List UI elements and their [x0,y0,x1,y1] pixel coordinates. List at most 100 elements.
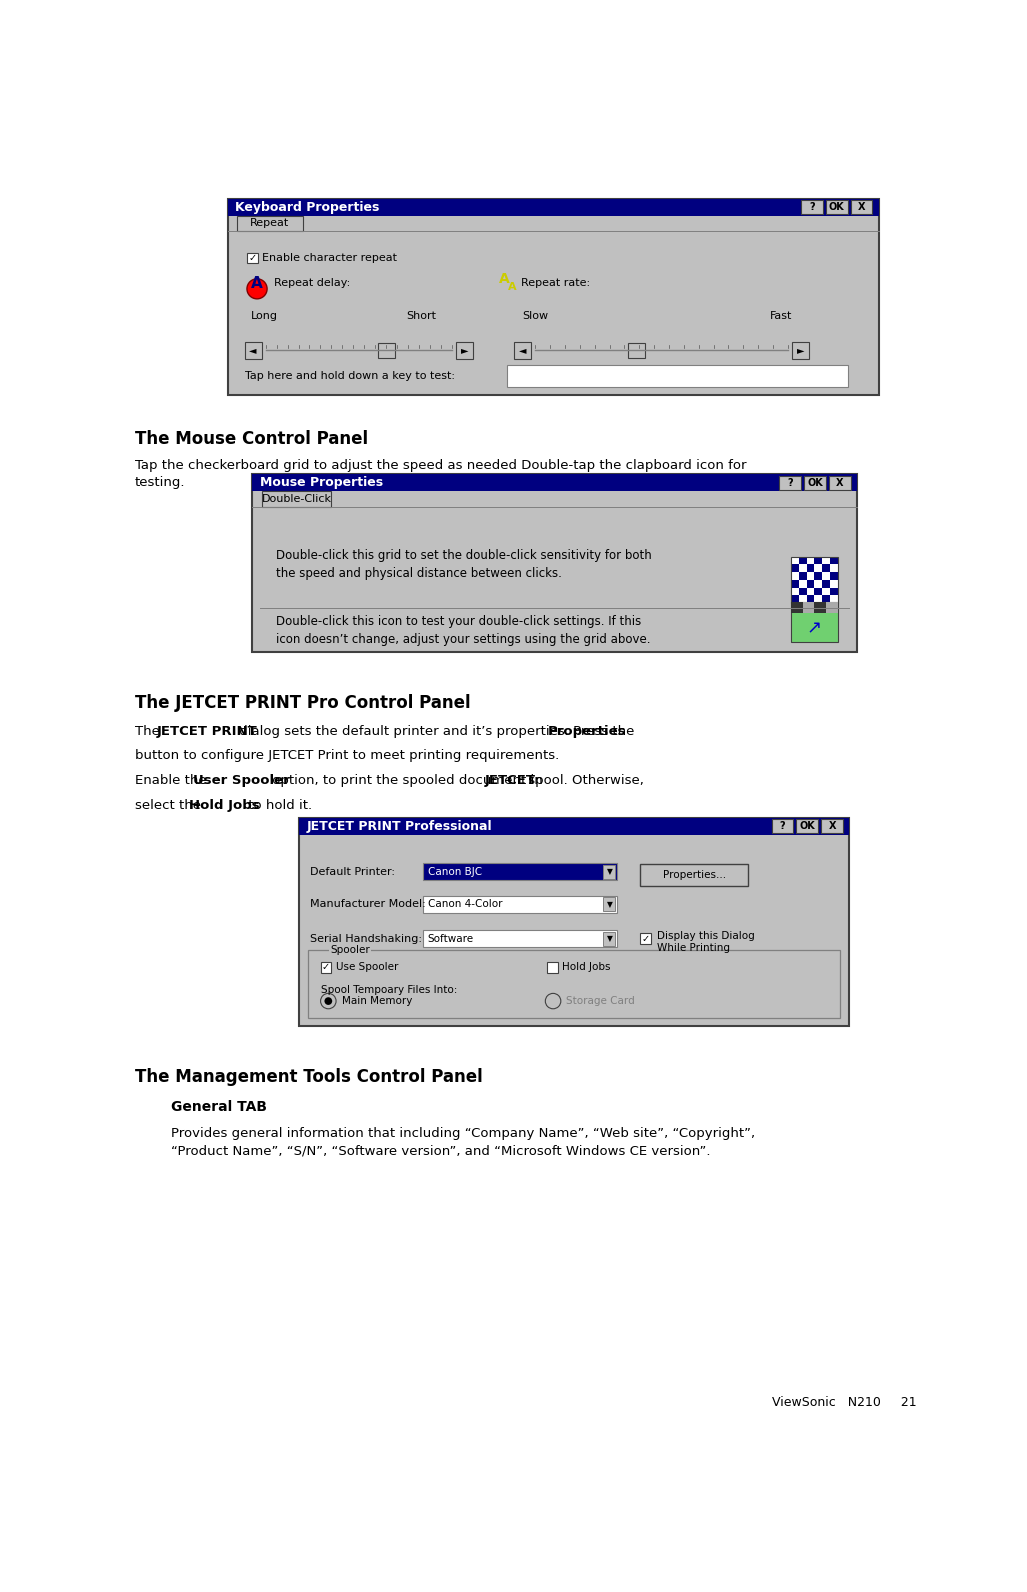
Bar [791,557,799,565]
Bar [423,896,616,912]
Bar [791,595,799,603]
Text: Properties...: Properties... [662,869,726,880]
Bar [830,572,837,579]
Text: Display this Dialog
While Printing: Display this Dialog While Printing [657,931,755,954]
Bar [806,565,814,572]
Text: OK: OK [799,821,815,831]
Bar [253,474,857,492]
Text: dialog sets the default printer and it’s properties. Press the: dialog sets the default printer and it’s… [235,724,639,737]
Bar [814,595,822,603]
Bar [515,342,531,358]
Text: A: A [499,272,509,287]
Bar [603,864,615,879]
Text: Double-click this grid to set the double-click sensitivity for both
the speed an: Double-click this grid to set the double… [275,549,651,579]
Text: select the: select the [135,799,204,812]
Bar [246,253,258,263]
Bar [791,565,799,572]
Bar [791,557,837,603]
Bar [799,587,806,595]
Circle shape [545,993,561,1009]
Text: ►: ► [461,345,468,355]
Text: Slow: Slow [522,310,548,320]
Text: Serial Handshaking:: Serial Handshaking: [310,935,422,944]
Text: Double-click this icon to test your double-click settings. If this
icon doesn’t : Double-click this icon to test your doub… [275,615,650,645]
Text: ↗: ↗ [806,619,822,637]
Bar [814,557,822,565]
Bar [791,602,803,613]
Text: Canon BJC: Canon BJC [427,866,482,877]
Bar [826,602,837,613]
Bar [803,602,814,613]
Text: User Spooler: User Spooler [193,774,291,786]
Text: to hold it.: to hold it. [243,799,312,812]
Text: Spool Tempoary Files Into:: Spool Tempoary Files Into: [320,985,457,995]
Text: ►: ► [797,345,804,355]
Bar [830,587,837,595]
Bar [320,962,332,973]
Text: The: The [135,724,163,737]
Text: JETCET PRINT: JETCET PRINT [157,724,258,737]
Text: Use Spooler: Use Spooler [336,962,398,973]
Bar [806,557,814,565]
Text: Long: Long [251,310,278,320]
Circle shape [320,993,336,1009]
Text: Repeat: Repeat [251,218,290,228]
Bar [378,342,395,358]
Bar [791,572,799,579]
Text: X: X [858,202,866,212]
Text: Manufacturer Model:: Manufacturer Model: [310,899,426,909]
Bar [253,474,857,651]
Bar [423,930,616,947]
Text: OK: OK [829,202,844,212]
Bar [799,572,806,579]
Bar [791,579,799,587]
Bar [806,587,814,595]
Bar [779,476,801,490]
Bar [804,476,826,490]
Bar [850,201,872,215]
Bar [237,215,303,231]
Bar [830,579,837,587]
Text: OK: OK [807,478,823,487]
Text: Repeat delay:: Repeat delay: [274,279,350,288]
Bar [546,962,558,973]
Text: Repeat rate:: Repeat rate: [521,279,589,288]
Bar [771,820,793,833]
Text: The JETCET PRINT Pro Control Panel: The JETCET PRINT Pro Control Panel [135,694,470,712]
Bar [640,933,651,944]
Text: Double-Click: Double-Click [262,494,332,505]
Bar [506,365,847,387]
Bar [262,492,332,506]
Text: Default Printer:: Default Printer: [310,866,395,877]
Text: Software: Software [427,935,473,944]
Bar [799,557,806,565]
Bar [822,587,830,595]
Circle shape [325,997,332,1005]
Bar [799,579,806,587]
Text: ✓: ✓ [321,962,330,973]
Bar [801,201,823,215]
Text: The Mouse Control Panel: The Mouse Control Panel [135,430,368,447]
Text: Enable the: Enable the [135,774,211,786]
Text: ◄: ◄ [250,345,257,355]
Text: JETCET: JETCET [485,774,536,786]
Text: General TAB: General TAB [172,1100,267,1114]
Text: ✓: ✓ [249,253,257,263]
Text: Hold Jobs: Hold Jobs [563,962,611,973]
Text: ▼: ▼ [607,868,612,876]
Bar [814,579,822,587]
Bar [822,572,830,579]
Bar [806,595,814,603]
Bar [826,201,847,215]
Text: ▼: ▼ [607,935,612,942]
Text: Main Memory: Main Memory [342,997,412,1006]
Circle shape [246,279,267,299]
Text: X: X [829,821,836,831]
Text: ✓: ✓ [641,935,649,944]
Text: Enable character repeat: Enable character repeat [263,253,397,263]
Bar [228,199,878,395]
Bar [822,565,830,572]
Text: A: A [252,275,263,291]
Bar [456,342,473,358]
Bar [822,820,843,833]
